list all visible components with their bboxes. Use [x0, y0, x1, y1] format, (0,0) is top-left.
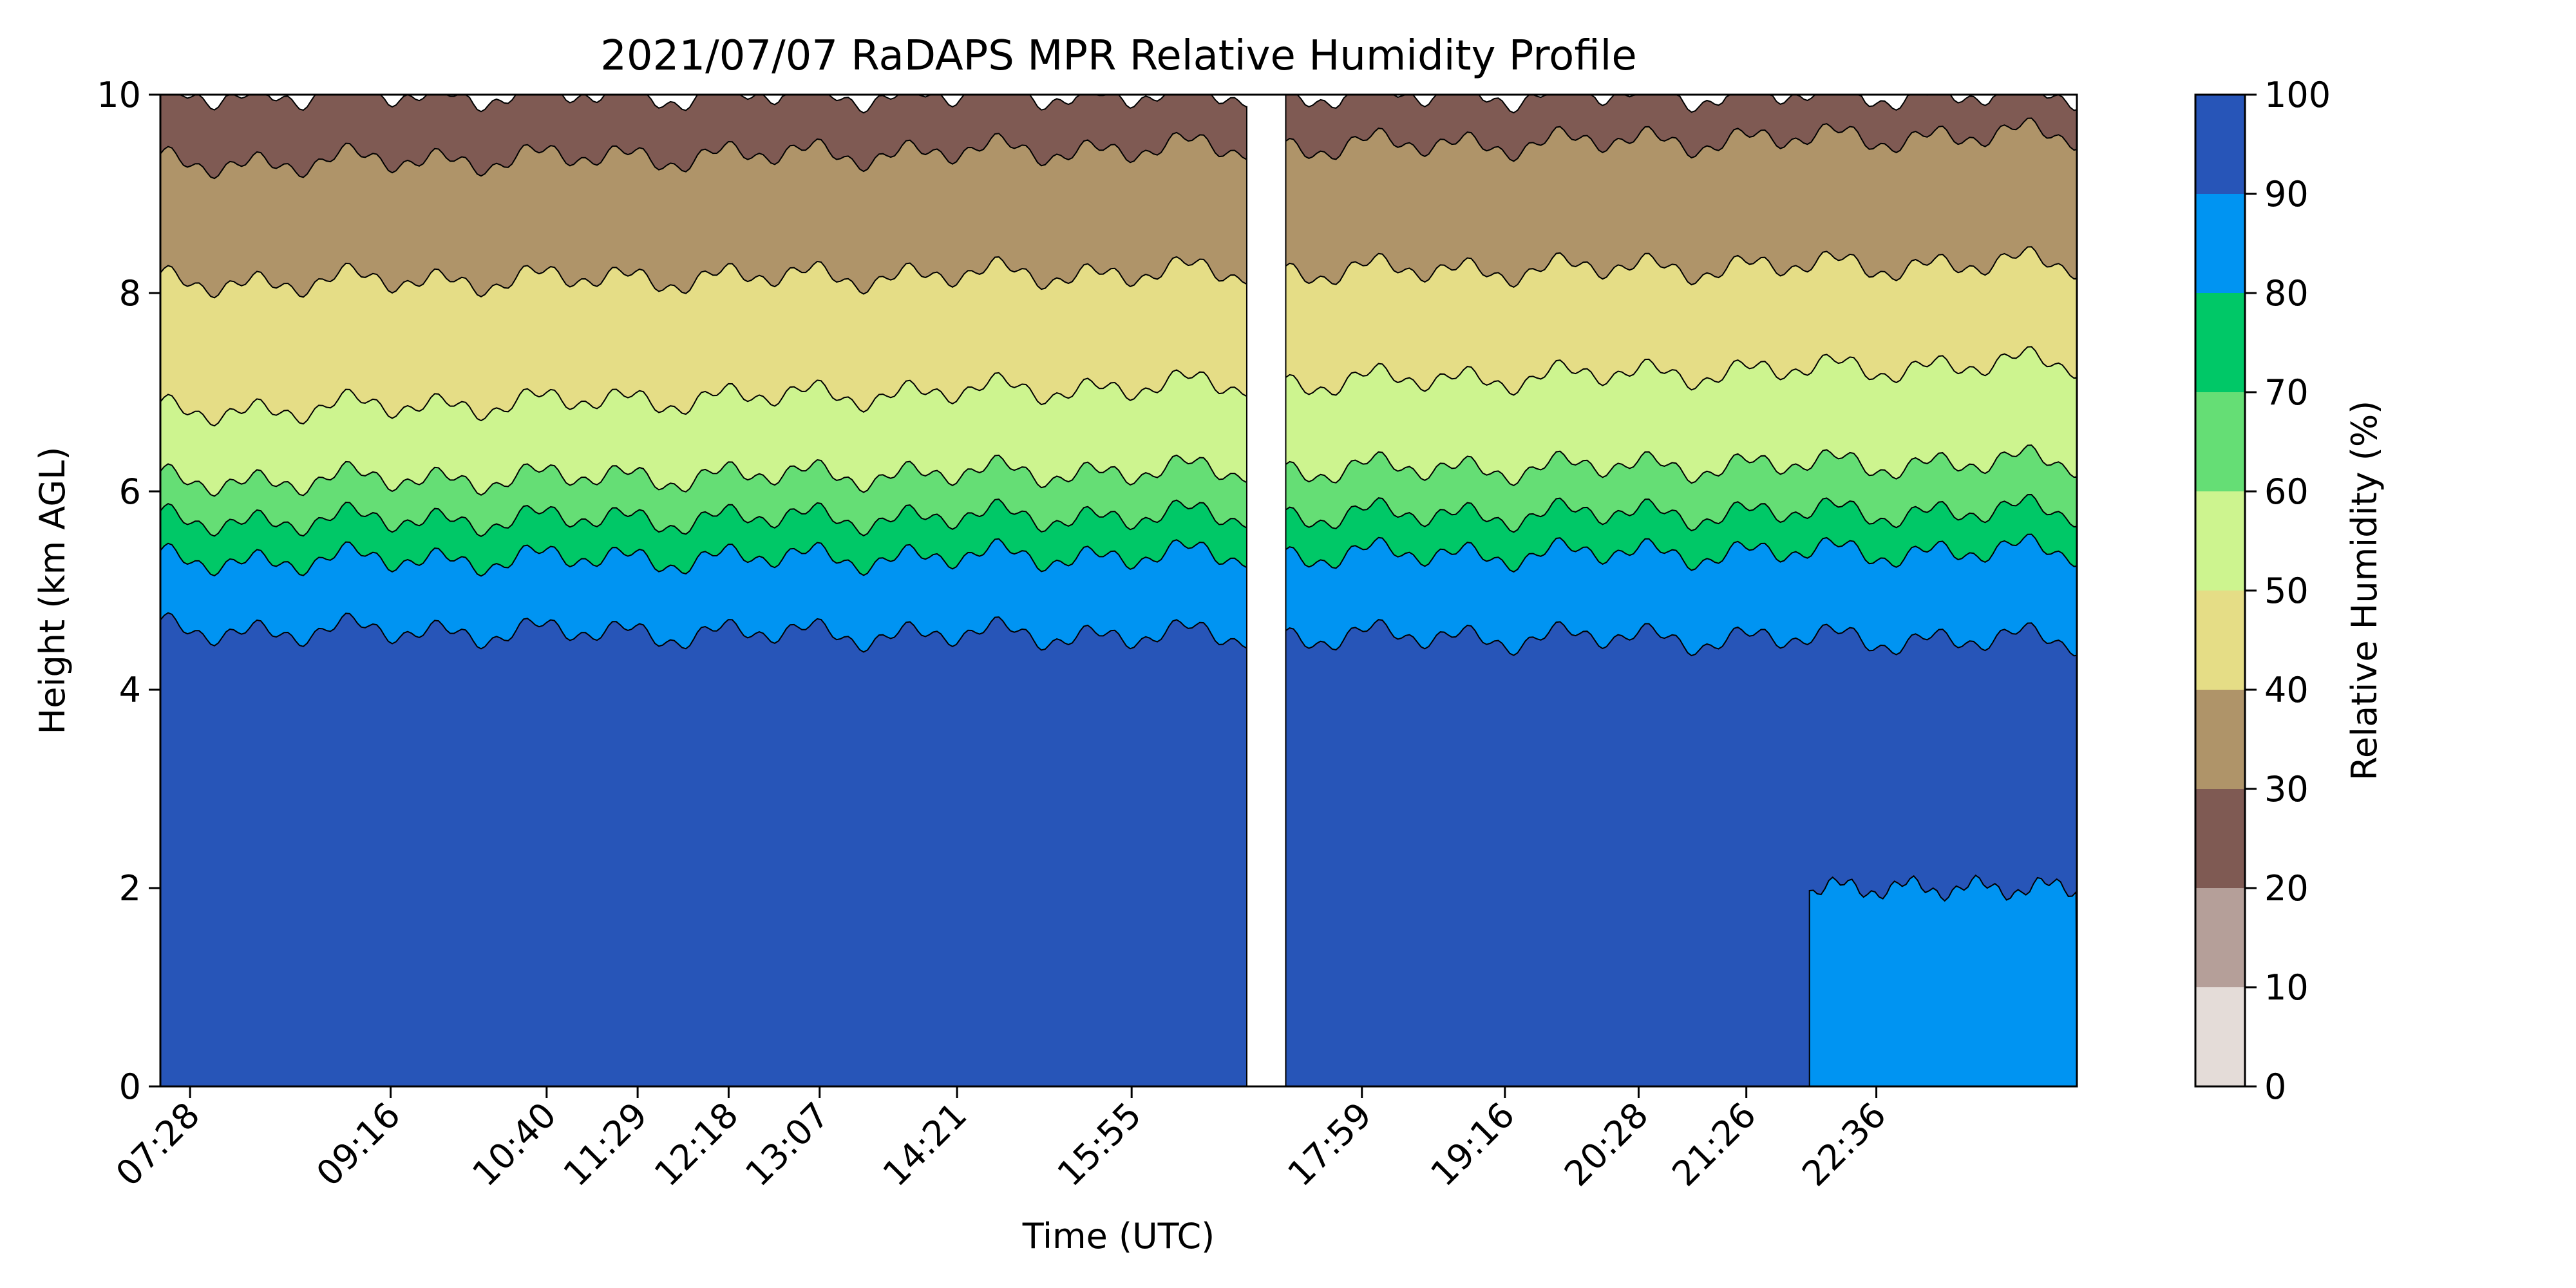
x-tick-label: 09:16 [308, 1095, 408, 1195]
plot-frame [159, 93, 2078, 1088]
colorbar-tick-label: 30 [2264, 769, 2309, 810]
colorbar-swatch-0-10 [2195, 987, 2245, 1086]
colorbar-tick-label: 90 [2264, 174, 2309, 214]
x-tick-label: 11:29 [556, 1095, 656, 1195]
y-tick-label: 0 [119, 1066, 141, 1107]
colorbar-swatch-20-30 [2195, 789, 2245, 888]
x-tick-label: 22:36 [1794, 1095, 1894, 1195]
y-axis: 0 2 4 6 8 10 [97, 75, 160, 1107]
colorbar: 0 10 20 30 40 50 60 70 80 90 100 [2194, 75, 2331, 1107]
chart-title: 2021/07/07 RaDAPS MPR Relative Humidity … [600, 32, 1637, 80]
colorbar-swatch-40-50 [2195, 591, 2245, 690]
x-axis-label: Time (UTC) [1022, 1216, 1215, 1256]
colorbar-label: Relative Humidity (%) [2344, 401, 2385, 781]
colorbar-tick-label: 70 [2264, 372, 2309, 413]
colorbar-tick-label: 50 [2264, 571, 2309, 611]
colorbar-tick-label: 20 [2264, 868, 2309, 909]
x-tick-label: 14:21 [875, 1095, 975, 1195]
rh-lower-layer [1808, 874, 2077, 1086]
colorbar-tick-label: 0 [2264, 1066, 2286, 1107]
colorbar-tick-label: 60 [2264, 471, 2309, 512]
x-tick-label: 20:28 [1557, 1095, 1656, 1195]
colorbar-swatch-90-100 [2195, 95, 2245, 194]
y-axis-label: Height (km AGL) [32, 447, 73, 735]
colorbar-swatch-10-20 [2195, 888, 2245, 987]
humidity-contour-fill [160, 95, 2077, 1086]
colorbar-swatch-60-70 [2195, 392, 2245, 491]
colorbar-swatch-30-40 [2195, 690, 2245, 789]
x-tick-label: 21:26 [1664, 1095, 1764, 1195]
colorbar-swatch-70-80 [2195, 293, 2245, 392]
x-tick-label: 17:59 [1280, 1095, 1379, 1195]
x-tick-label: 10:40 [464, 1095, 564, 1195]
x-tick-label: 13:07 [737, 1095, 837, 1195]
y-tick-label: 4 [119, 670, 141, 710]
x-tick-label: 12:18 [647, 1095, 746, 1195]
y-tick-label: 8 [119, 273, 141, 314]
colorbar-tick-label: 40 [2264, 670, 2309, 710]
y-tick-label: 10 [97, 75, 141, 115]
rh-band-90-100-seg1 [160, 612, 1247, 1086]
x-tick-label: 15:55 [1050, 1095, 1150, 1195]
x-tick-label: 19:16 [1423, 1095, 1522, 1195]
x-tick-label: 07:28 [108, 1095, 208, 1195]
colorbar-swatch-50-60 [2195, 491, 2245, 591]
y-tick-label: 6 [119, 471, 141, 512]
colorbar-tick-label: 80 [2264, 273, 2309, 314]
plot-area [159, 93, 2078, 1088]
colorbar-swatch-80-90 [2195, 194, 2245, 293]
colorbar-tick-label: 10 [2264, 967, 2309, 1008]
colorbar-tick-label: 100 [2264, 75, 2331, 115]
y-tick-label: 2 [119, 868, 141, 909]
